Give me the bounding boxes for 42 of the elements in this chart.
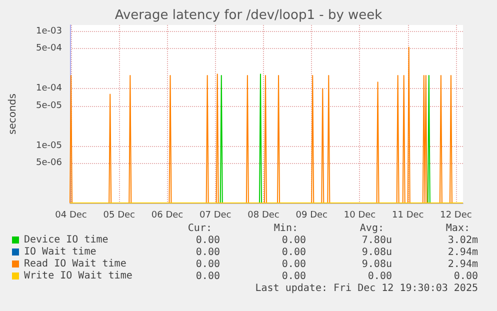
x-tick-label: 09 Dec	[296, 210, 328, 220]
text: Avg:	[358, 223, 384, 235]
x-tick-label: 11 Dec	[392, 210, 424, 220]
text: 0.00	[366, 271, 392, 283]
legend-label: Device IO time	[24, 234, 108, 246]
text: 7.80u	[360, 235, 392, 247]
chart-title: Average latency for /dev/loop1 - by week	[114, 8, 383, 23]
x-tick-label: 06 Dec	[151, 210, 184, 220]
y-tick-label: 5e-04	[36, 44, 62, 54]
y-axis-title: seconds	[8, 94, 18, 134]
y-tick-label: 1e-05	[36, 140, 62, 151]
text: Min:	[272, 223, 298, 235]
text: 9.08u	[360, 247, 392, 259]
text: 0.00	[194, 259, 220, 271]
x-tick-label: 07 Dec	[200, 210, 232, 220]
text: 0.00	[280, 271, 306, 283]
text: 0.00	[280, 247, 306, 259]
text: 9.08u	[360, 259, 392, 271]
text: 0.00	[452, 271, 478, 283]
x-tick-label: 04 Dec	[55, 210, 87, 220]
text: 3.02m	[446, 235, 478, 247]
text: Cur:	[186, 223, 212, 235]
x-tick-label: 12 Dec	[440, 210, 472, 220]
y-tick-label: 5e-06	[36, 158, 62, 168]
text: 2.94m	[446, 247, 478, 259]
legend-label: Write IO Wait time	[24, 270, 132, 282]
legend-label: Read IO Wait time	[24, 258, 126, 270]
x-tick-label: 05 Dec	[103, 210, 136, 220]
text: Max:	[444, 223, 470, 235]
y-tick-label: 1e-03	[36, 26, 62, 37]
text: 2.94m	[446, 259, 478, 271]
y-tick-label: 5e-05	[36, 100, 62, 111]
x-tick-label: 10 Dec	[344, 210, 376, 220]
text: Last update: Fri Dec 12 19:30:03 2025	[254, 283, 478, 295]
legend-label: IO Wait time	[24, 246, 96, 258]
text: 0.00	[194, 271, 220, 283]
text: 0.00	[194, 247, 220, 259]
y-tick-label: 1e-04	[36, 84, 62, 94]
x-tick-label: 08 Dec	[248, 210, 280, 220]
text: 0.00	[280, 259, 306, 271]
text: 0.00	[194, 235, 220, 247]
text: 0.00	[280, 235, 306, 247]
